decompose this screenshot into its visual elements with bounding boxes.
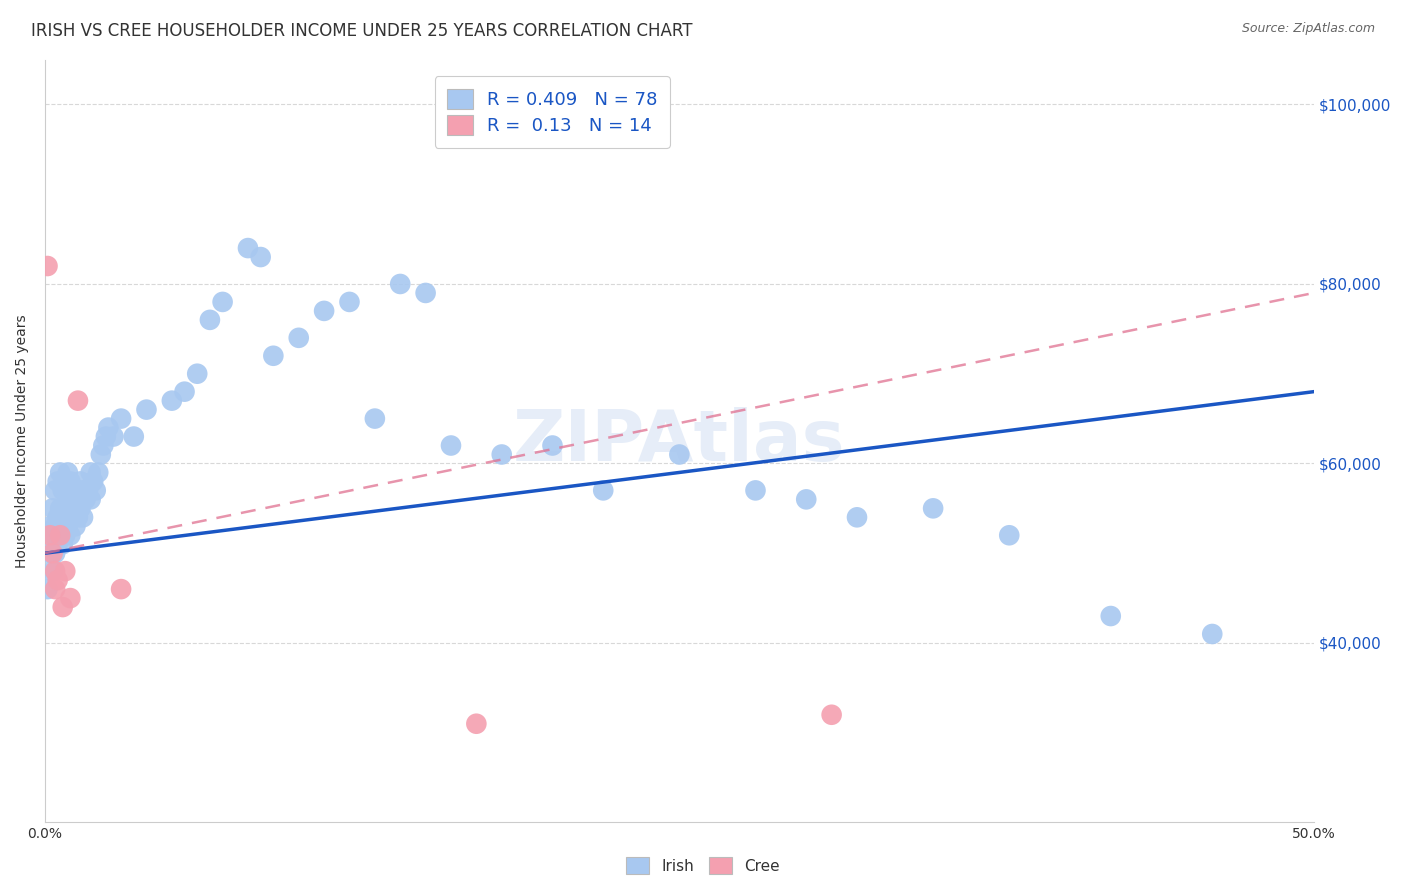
Point xyxy=(97,420,120,434)
Legend: Irish, Cree: Irish, Cree xyxy=(620,851,786,880)
Point xyxy=(44,483,66,498)
Point xyxy=(53,528,76,542)
Point xyxy=(389,277,412,291)
Point xyxy=(46,475,69,489)
Point xyxy=(1201,627,1223,641)
Point xyxy=(69,501,91,516)
Point xyxy=(49,466,72,480)
Point xyxy=(249,250,271,264)
Point xyxy=(59,528,82,542)
Text: IRISH VS CREE HOUSEHOLDER INCOME UNDER 25 YEARS CORRELATION CHART: IRISH VS CREE HOUSEHOLDER INCOME UNDER 2… xyxy=(31,22,692,40)
Point xyxy=(110,411,132,425)
Text: Source: ZipAtlas.com: Source: ZipAtlas.com xyxy=(1241,22,1375,36)
Point xyxy=(52,537,75,551)
Point xyxy=(198,313,221,327)
Point xyxy=(339,294,361,309)
Point xyxy=(44,582,66,596)
Point xyxy=(52,600,75,615)
Point xyxy=(75,492,97,507)
Point xyxy=(59,501,82,516)
Point xyxy=(37,582,59,596)
Point xyxy=(56,492,79,507)
Point xyxy=(44,546,66,560)
Point xyxy=(62,483,84,498)
Point xyxy=(69,475,91,489)
Point xyxy=(39,519,62,533)
Point xyxy=(668,448,690,462)
Point xyxy=(53,475,76,489)
Point xyxy=(53,564,76,578)
Point xyxy=(364,411,387,425)
Point xyxy=(44,564,66,578)
Point xyxy=(39,546,62,560)
Point xyxy=(94,429,117,443)
Y-axis label: Householder Income Under 25 years: Householder Income Under 25 years xyxy=(15,314,30,568)
Point xyxy=(53,501,76,516)
Text: ZIPAtlas: ZIPAtlas xyxy=(513,407,845,475)
Point xyxy=(79,466,101,480)
Point xyxy=(592,483,614,498)
Point xyxy=(262,349,284,363)
Point xyxy=(56,519,79,533)
Point xyxy=(122,429,145,443)
Point xyxy=(52,483,75,498)
Point xyxy=(211,294,233,309)
Point xyxy=(820,707,842,722)
Point xyxy=(465,716,488,731)
Point xyxy=(41,501,63,516)
Point xyxy=(287,331,309,345)
Point xyxy=(49,528,72,542)
Point xyxy=(66,483,89,498)
Point xyxy=(77,483,100,498)
Point xyxy=(46,537,69,551)
Point xyxy=(110,582,132,596)
Point xyxy=(46,510,69,524)
Point xyxy=(41,564,63,578)
Point xyxy=(794,492,817,507)
Legend: R = 0.409   N = 78, R =  0.13   N = 14: R = 0.409 N = 78, R = 0.13 N = 14 xyxy=(434,76,671,148)
Point xyxy=(135,402,157,417)
Point xyxy=(46,573,69,587)
Point xyxy=(49,528,72,542)
Point xyxy=(37,259,59,273)
Point xyxy=(72,510,94,524)
Point xyxy=(314,304,336,318)
Point xyxy=(41,528,63,542)
Point xyxy=(744,483,766,498)
Point xyxy=(186,367,208,381)
Point xyxy=(90,448,112,462)
Point xyxy=(160,393,183,408)
Point xyxy=(79,492,101,507)
Point xyxy=(415,285,437,300)
Point xyxy=(44,519,66,533)
Point xyxy=(440,438,463,452)
Point xyxy=(72,483,94,498)
Point xyxy=(103,429,125,443)
Point xyxy=(49,501,72,516)
Point xyxy=(65,492,87,507)
Point xyxy=(846,510,869,524)
Point xyxy=(236,241,259,255)
Point xyxy=(52,510,75,524)
Point xyxy=(84,483,107,498)
Point xyxy=(65,519,87,533)
Point xyxy=(66,510,89,524)
Point xyxy=(922,501,945,516)
Point xyxy=(541,438,564,452)
Point xyxy=(173,384,195,399)
Point xyxy=(91,438,114,452)
Point xyxy=(66,393,89,408)
Point xyxy=(62,510,84,524)
Point xyxy=(56,466,79,480)
Point xyxy=(59,475,82,489)
Point xyxy=(491,448,513,462)
Point xyxy=(82,475,104,489)
Point xyxy=(41,546,63,560)
Point xyxy=(87,466,110,480)
Point xyxy=(39,528,62,542)
Point xyxy=(1099,609,1122,624)
Point xyxy=(59,591,82,606)
Point xyxy=(998,528,1021,542)
